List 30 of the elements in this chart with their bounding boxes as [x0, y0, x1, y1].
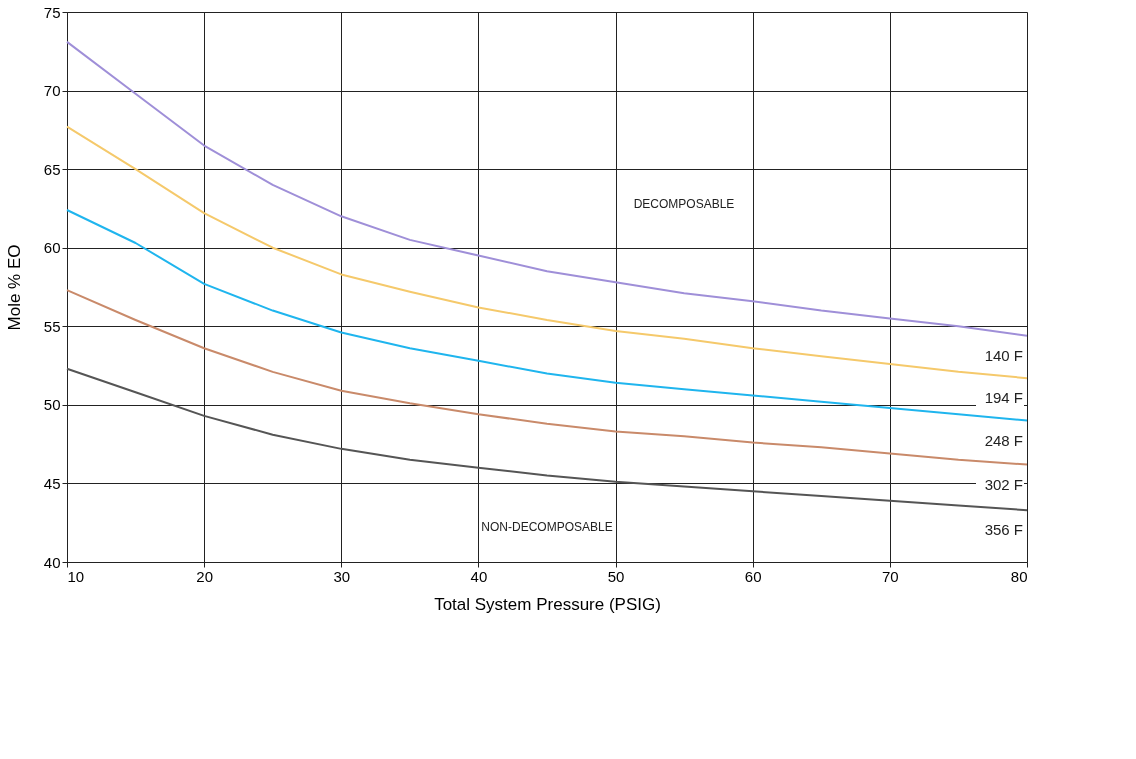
x-tick-label: 40 [470, 567, 488, 585]
x-tick-label: 30 [333, 567, 351, 585]
series-label: 194 F [984, 389, 1023, 407]
line-series [66, 289, 1028, 466]
y-tick-label: 60 [43, 239, 61, 257]
annotation: DECOMPOSABLE [633, 197, 735, 211]
series-label: 140 F [984, 346, 1023, 364]
line-series [66, 209, 1028, 422]
series-label: 302 F [984, 475, 1023, 493]
x-tick-label: 20 [196, 567, 213, 585]
series-label: 248 F [984, 431, 1023, 449]
line-series [66, 40, 1028, 337]
x-axis-title: Total System Pressure (PSIG) [434, 594, 661, 614]
line-series [66, 125, 1028, 380]
x-tick-label: 60 [744, 567, 762, 585]
x-tick-label: 10 [67, 567, 85, 585]
x-tick-label: 70 [882, 567, 899, 585]
y-tick-label: 45 [43, 474, 61, 492]
line-series [66, 367, 1028, 512]
y-axis-title: Mole % EO [4, 244, 24, 331]
x-tick-label: 50 [607, 567, 625, 585]
series-label: 356 F [984, 521, 1023, 539]
y-tick-label: 70 [43, 82, 61, 100]
x-tick-label: 80 [1010, 567, 1028, 585]
y-tick-label: 50 [43, 396, 61, 414]
y-tick-label: 55 [43, 317, 61, 335]
y-tick-label: 65 [43, 160, 61, 178]
annotation: NON-DECOMPOSABLE [481, 520, 613, 534]
y-tick-label: 40 [43, 553, 61, 571]
y-tick-label: 75 [43, 3, 61, 21]
